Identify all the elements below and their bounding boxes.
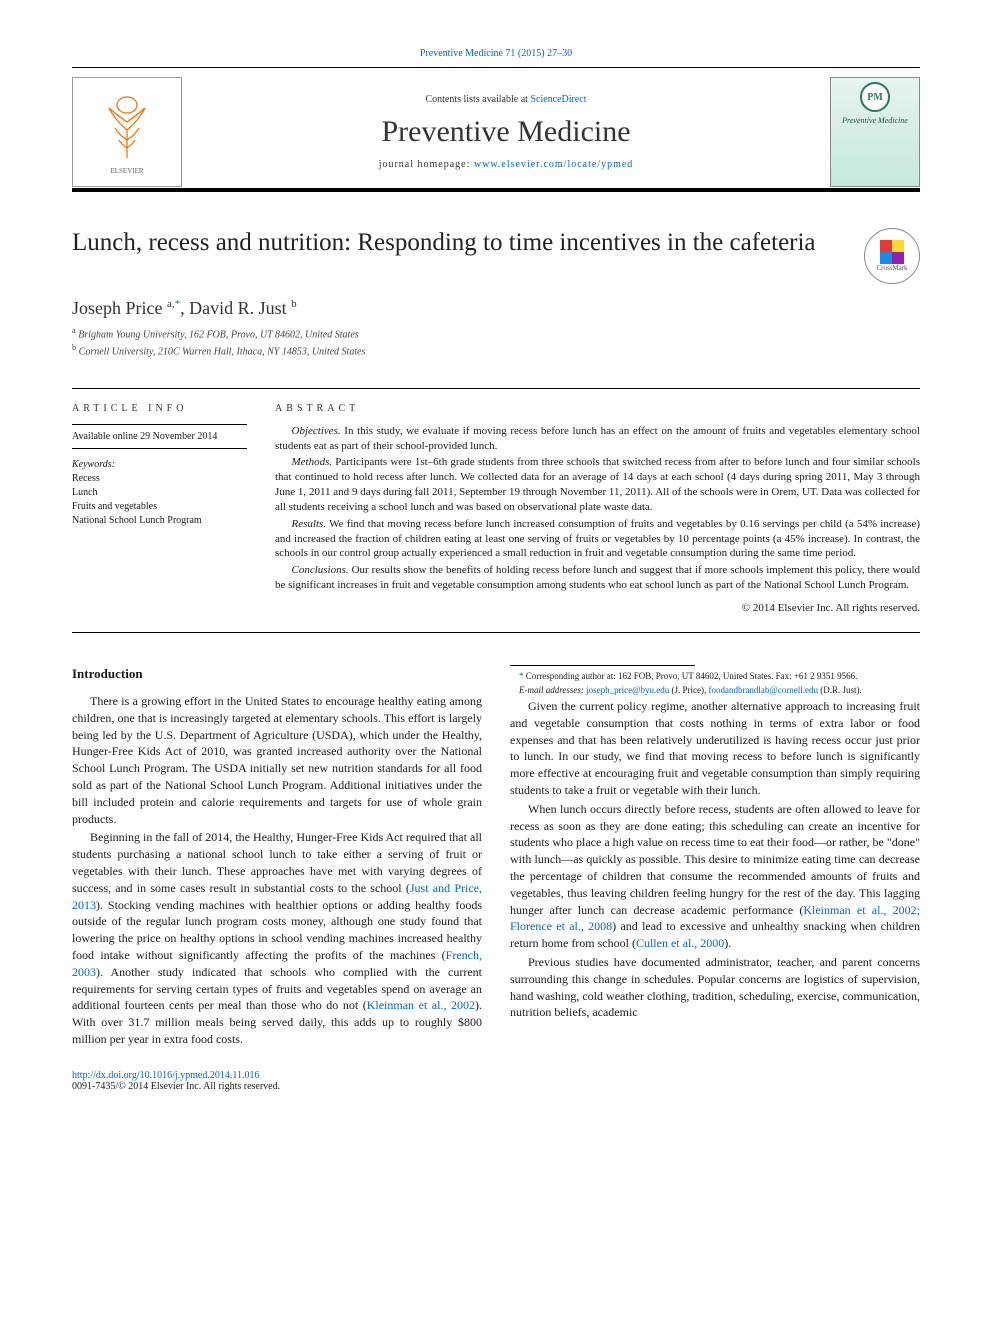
- ref-link[interactable]: Kleinman et al., 2002: [367, 998, 475, 1012]
- crossmark-badge[interactable]: CrossMark: [864, 228, 920, 284]
- journal-title: Preventive Medicine: [182, 115, 830, 149]
- keywords-label: Keywords:: [72, 459, 247, 470]
- doi-link[interactable]: http://dx.doi.org/10.1016/j.ypmed.2014.1…: [72, 1070, 260, 1081]
- article-info-heading: article info: [72, 403, 247, 414]
- keyword: National School Lunch Program: [72, 514, 247, 528]
- body-text: Introduction There is a growing effort i…: [72, 665, 920, 1048]
- email-link[interactable]: joseph_price@byu.edu: [586, 685, 669, 695]
- footnotes: * Corresponding author at: 162 FOB, Prov…: [510, 670, 920, 696]
- intro-heading: Introduction: [72, 665, 482, 683]
- footnote-separator: [510, 665, 695, 666]
- keywords-list: Recess Lunch Fruits and vegetables Natio…: [72, 472, 247, 528]
- elsevier-label: ELSEVIER: [110, 167, 143, 175]
- authors: Joseph Price a,*, David R. Just b: [72, 298, 920, 319]
- citation-link[interactable]: Preventive Medicine 71 (2015) 27–30: [72, 48, 920, 59]
- abstract-heading: abstract: [275, 403, 920, 414]
- keyword: Fruits and vegetables: [72, 500, 247, 514]
- footer: http://dx.doi.org/10.1016/j.ypmed.2014.1…: [72, 1070, 920, 1092]
- article-history: Available online 29 November 2014: [72, 424, 247, 449]
- contents-line: Contents lists available at ScienceDirec…: [182, 94, 830, 105]
- journal-cover: PM Preventive Medicine: [830, 77, 920, 187]
- article-title: Lunch, recess and nutrition: Responding …: [72, 228, 844, 258]
- homepage-line: journal homepage: www.elsevier.com/locat…: [182, 159, 830, 170]
- elsevier-tree-icon: [97, 90, 157, 167]
- elsevier-logo: ELSEVIER: [72, 77, 182, 187]
- journal-homepage-link[interactable]: www.elsevier.com/locate/ypmed: [474, 159, 633, 170]
- email-link[interactable]: foodandbrandlab@cornell.edu: [708, 685, 818, 695]
- abstract-copyright: © 2014 Elsevier Inc. All rights reserved…: [275, 601, 920, 616]
- crossmark-label: CrossMark: [876, 264, 907, 272]
- article-info: article info Available online 29 Novembe…: [72, 403, 267, 618]
- keyword: Recess: [72, 472, 247, 486]
- cover-badge-icon: PM: [860, 82, 890, 112]
- affiliations: a Brigham Young University, 162 FOB, Pro…: [72, 325, 920, 360]
- masthead: ELSEVIER Contents lists available at Sci…: [72, 67, 920, 192]
- cover-text: Preventive Medicine: [842, 116, 908, 125]
- issn-copyright: 0091-7435/© 2014 Elsevier Inc. All right…: [72, 1081, 920, 1092]
- crossmark-icon: [880, 240, 904, 264]
- sciencedirect-link[interactable]: ScienceDirect: [530, 94, 586, 105]
- keyword: Lunch: [72, 486, 247, 500]
- abstract: abstract Objectives. In this study, we e…: [267, 403, 920, 618]
- ref-link[interactable]: Cullen et al., 2000: [636, 936, 724, 950]
